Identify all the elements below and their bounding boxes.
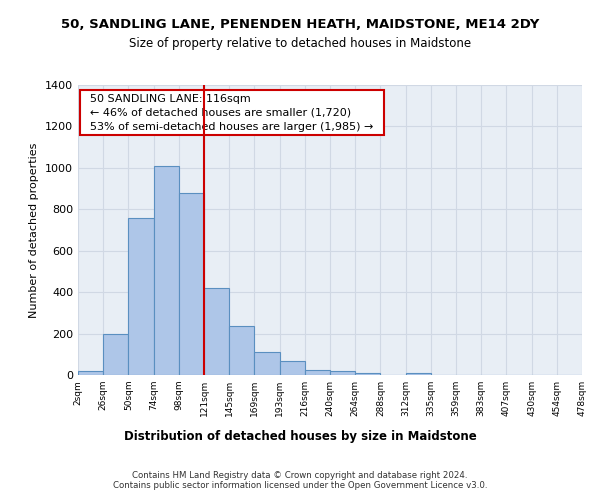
Text: Size of property relative to detached houses in Maidstone: Size of property relative to detached ho… — [129, 38, 471, 51]
Bar — [78, 371, 103, 375]
Bar — [280, 360, 305, 375]
Bar — [305, 370, 330, 375]
Bar — [406, 373, 431, 375]
Bar — [229, 326, 254, 375]
Bar — [254, 352, 280, 375]
Bar — [128, 218, 154, 375]
Text: 50 SANDLING LANE: 116sqm  
  ← 46% of detached houses are smaller (1,720)  
  53: 50 SANDLING LANE: 116sqm ← 46% of detach… — [83, 94, 380, 132]
Bar — [355, 373, 380, 375]
Bar — [154, 166, 179, 375]
Bar — [103, 334, 128, 375]
Text: Contains HM Land Registry data © Crown copyright and database right 2024.
Contai: Contains HM Land Registry data © Crown c… — [113, 470, 487, 490]
Y-axis label: Number of detached properties: Number of detached properties — [29, 142, 40, 318]
Text: 50, SANDLING LANE, PENENDEN HEATH, MAIDSTONE, ME14 2DY: 50, SANDLING LANE, PENENDEN HEATH, MAIDS… — [61, 18, 539, 30]
Text: Distribution of detached houses by size in Maidstone: Distribution of detached houses by size … — [124, 430, 476, 443]
Bar — [330, 371, 355, 375]
Bar — [204, 288, 229, 375]
Bar — [179, 192, 204, 375]
